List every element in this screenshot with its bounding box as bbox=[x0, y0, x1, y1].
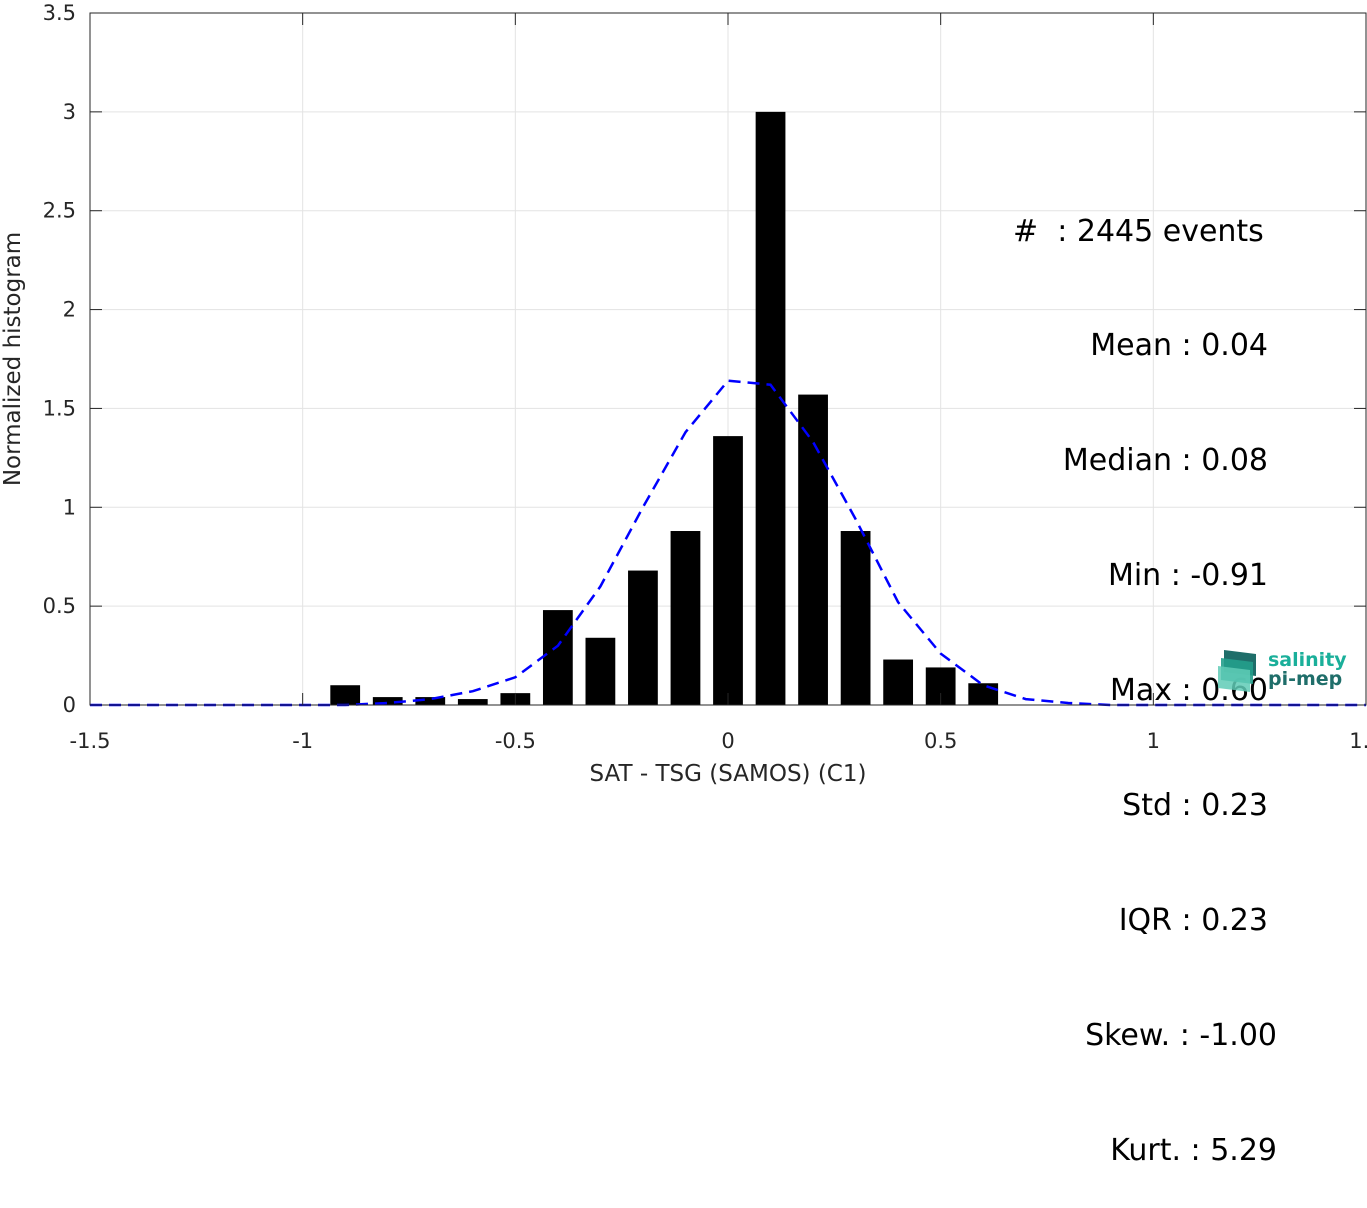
histogram-bar bbox=[968, 683, 999, 705]
y-tick-label: 3 bbox=[63, 100, 76, 124]
histogram-chart: -1.5 -1 -0.5 0 0.5 1 1.5 0 0.5 1 1.5 2 2.5 3 3.5 SAT … bbox=[0, 1, 1367, 785]
grid-lines bbox=[89, 12, 1367, 706]
histogram-bars bbox=[330, 111, 999, 706]
histogram-bar bbox=[415, 697, 446, 705]
histogram-bar bbox=[883, 659, 914, 705]
histogram-bar bbox=[628, 570, 658, 705]
stats-line-kurt: Kurt. : 5.29 bbox=[1110, 1132, 1277, 1168]
x-axis-label: SAT - TSG (SAMOS) (C1) bbox=[590, 761, 867, 785]
y-tick-label: 0 bbox=[63, 693, 76, 717]
x-tick-label: 1 bbox=[1147, 729, 1160, 753]
y-tick-label: 2 bbox=[63, 298, 76, 322]
x-tick-label: 1.5 bbox=[1349, 729, 1367, 753]
logo-text-pi-mep: pi-mep bbox=[1268, 668, 1343, 690]
salinity-pi-mep-logo: salinity pi-mep bbox=[1216, 646, 1347, 694]
y-tick-label: 0.5 bbox=[43, 594, 76, 618]
x-tick-label: -1.5 bbox=[70, 729, 111, 753]
stats-line-iqr: IQR : 0.23 bbox=[1118, 902, 1268, 938]
logo-text-salinity: salinity bbox=[1268, 649, 1347, 671]
wave-layers-icon bbox=[1218, 650, 1256, 692]
x-tick-label: -0.5 bbox=[495, 729, 536, 753]
axis-ticks bbox=[89, 12, 1367, 706]
stats-line-skew: Skew. : -1.00 bbox=[1085, 1017, 1277, 1053]
y-tick-labels: 0 0.5 1 1.5 2 2.5 3 3.5 bbox=[43, 1, 76, 717]
histogram-bar bbox=[798, 394, 828, 705]
histogram-bar bbox=[713, 436, 743, 705]
x-tick-label: 0.5 bbox=[924, 729, 957, 753]
histogram-bar bbox=[372, 697, 403, 705]
histogram-bar bbox=[840, 531, 871, 705]
y-tick-label: 1 bbox=[63, 495, 76, 519]
stats-line-mean: Mean : 0.04 bbox=[1090, 328, 1268, 364]
x-tick-label: -1 bbox=[292, 729, 313, 753]
histogram-bar bbox=[755, 111, 786, 706]
stats-line-min: Min : -0.91 bbox=[1107, 558, 1268, 594]
histogram-bar bbox=[542, 610, 573, 705]
y-tick-label: 1.5 bbox=[43, 396, 76, 420]
histogram-bar bbox=[330, 685, 361, 705]
x-tick-label: 0 bbox=[721, 729, 734, 753]
y-tick-label: 3.5 bbox=[43, 1, 76, 25]
stats-line-count: # : 2445 events bbox=[1013, 213, 1264, 249]
histogram-bar bbox=[457, 699, 488, 705]
histogram-bar bbox=[670, 531, 701, 705]
stats-line-std: Std : 0.23 bbox=[1122, 788, 1268, 824]
y-tick-label: 2.5 bbox=[43, 199, 76, 223]
y-axis-label: Normalized histogram bbox=[0, 232, 26, 486]
stats-line-median: Median : 0.08 bbox=[1062, 443, 1268, 479]
x-tick-labels: -1.5 -1 -0.5 0 0.5 1 1.5 bbox=[70, 729, 1367, 753]
histogram-bar bbox=[585, 637, 616, 705]
